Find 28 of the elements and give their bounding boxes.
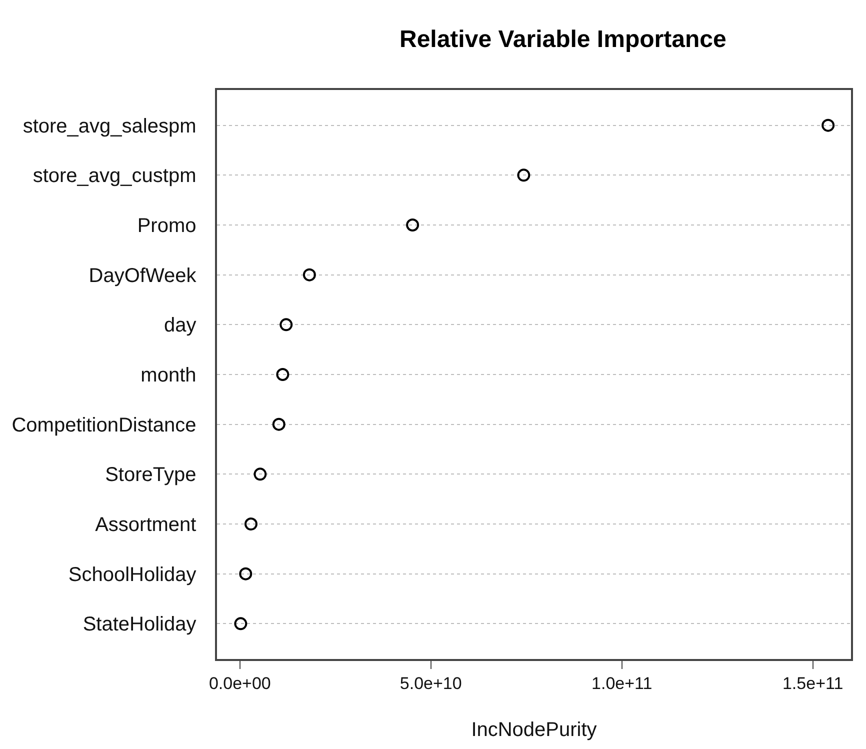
y-tick-label: store_avg_salespm [22,115,196,138]
point [302,268,316,282]
x-tick-label: 1.5e+11 [782,674,844,694]
chart-title: Relative Variable Importance [399,26,726,53]
y-tick-label: day [164,314,196,337]
point [239,567,252,580]
x-tick-label: 5.0e+10 [400,674,462,694]
y-tick-label: StateHoliday [82,614,196,636]
x-tick-label: 0.0e+00 [208,674,271,694]
point [406,218,420,232]
y-tick-label: CompetitionDistance [12,414,196,436]
y-tick-label: month [140,364,196,386]
point [254,468,267,481]
point [280,318,293,332]
y-tick-label: store_avg_custpm [32,165,196,188]
y-tick-label: SchoolHoliday [68,564,196,586]
x-axis-title: IncNodePurity [471,719,597,742]
point [276,368,290,381]
y-tick-label: StoreType [105,464,196,486]
y-tick-label: DayOfWeek [88,264,198,287]
point [272,418,286,431]
x-tick-label: 1.0e+11 [592,674,652,694]
y-tick-label: Promo [137,215,196,237]
point [822,118,835,132]
point [244,518,258,531]
point [234,617,248,630]
point [517,168,530,182]
y-tick-label: Assortment [95,514,197,536]
